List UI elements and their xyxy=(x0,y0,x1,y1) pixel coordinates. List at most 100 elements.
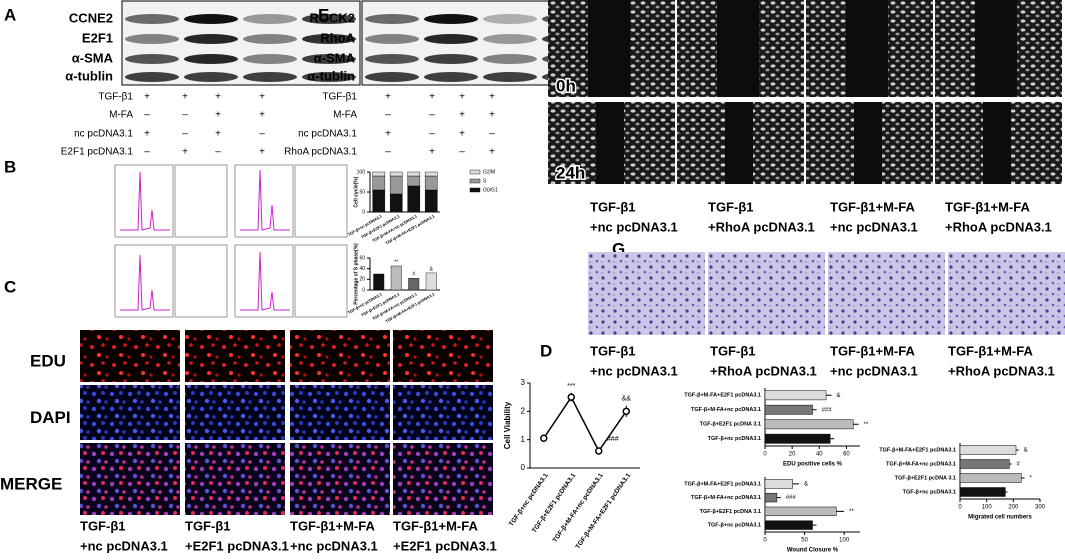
y-tick-label: 40 xyxy=(359,266,365,272)
bar-segment xyxy=(372,189,386,213)
micrograph xyxy=(185,443,285,515)
micrograph xyxy=(393,330,493,382)
blot-band xyxy=(483,54,537,64)
y-tick-label: 1 xyxy=(521,435,526,444)
condition-mark: – xyxy=(489,129,495,140)
significance-label: # xyxy=(412,272,415,278)
protein-label: E2F1 xyxy=(82,30,113,45)
protein-label: α-SMA xyxy=(72,50,114,65)
bar-segment xyxy=(389,193,403,213)
bar xyxy=(408,278,420,291)
blot-band xyxy=(184,72,238,82)
condition-mark: + xyxy=(459,129,465,140)
condition-mark: – xyxy=(144,147,150,158)
micrograph xyxy=(80,385,180,440)
significance-label: ** xyxy=(849,509,854,515)
condition-mark: – xyxy=(144,110,150,121)
blot-band xyxy=(125,54,179,64)
stats-box xyxy=(174,244,228,318)
condition-mark: + xyxy=(489,92,495,103)
group-label: TGF-β1+M-FA xyxy=(393,518,478,533)
legend-label: G2/M xyxy=(483,169,495,175)
bar xyxy=(425,272,437,291)
condition-mark: – xyxy=(459,147,465,158)
group-label: TGF-β1 xyxy=(710,343,756,358)
x-tick-label: 40 xyxy=(816,452,823,458)
stain-label: EDU xyxy=(30,351,66,370)
blot-band xyxy=(483,34,537,44)
significance-label: ### xyxy=(822,407,833,413)
significance-label: ### xyxy=(786,495,797,501)
point xyxy=(622,407,630,416)
wound-gap xyxy=(983,102,1011,184)
blot-band xyxy=(424,54,478,64)
panel-letter: C xyxy=(4,277,16,296)
condition-mark: + xyxy=(259,92,265,103)
group-label: +RhoA pcDNA3.1 xyxy=(945,219,1052,234)
condition-label: TGF-β1 xyxy=(98,92,133,103)
micrograph xyxy=(80,443,180,515)
wound-gap xyxy=(846,0,888,97)
time-label: 0h xyxy=(556,76,576,95)
protein-label: RhoA xyxy=(320,30,355,45)
condition-mark: + xyxy=(259,110,265,121)
bar xyxy=(764,390,827,401)
micrograph xyxy=(185,385,285,440)
micrograph xyxy=(80,330,180,382)
significance-label: ** xyxy=(864,422,869,428)
blot-band xyxy=(243,34,297,44)
condition-mark: + xyxy=(489,147,495,158)
blot-band xyxy=(483,72,537,82)
x-axis-label: EDU positive cells % xyxy=(783,462,843,468)
bar-segment xyxy=(407,175,421,187)
bar xyxy=(764,479,793,489)
bar xyxy=(764,506,837,517)
condition-label: RhoA pcDNA3.1 xyxy=(284,147,357,158)
bar-segment xyxy=(389,171,403,177)
bar xyxy=(764,404,813,415)
micrograph xyxy=(290,330,390,382)
significance-label: * xyxy=(1030,476,1033,482)
condition-mark: + xyxy=(215,129,221,140)
micrograph xyxy=(393,443,493,515)
group-label: TGF-β1 xyxy=(708,199,754,214)
group-label: +nc pcDNA3.1 xyxy=(830,219,918,234)
condition-mark: – xyxy=(385,147,391,158)
blot-band xyxy=(365,72,419,82)
histogram xyxy=(240,169,290,231)
condition-mark: + xyxy=(215,92,221,103)
wound-gap xyxy=(588,0,630,97)
blot-band xyxy=(365,14,419,24)
x-tick-label: 60 xyxy=(843,452,850,458)
condition-mark: + xyxy=(429,147,435,158)
blot-band xyxy=(302,72,356,82)
condition-mark: – xyxy=(182,110,188,121)
wound-gap xyxy=(717,0,759,97)
x-tick-label: 200 xyxy=(1008,505,1019,511)
condition-mark: + xyxy=(182,92,188,103)
protein-label: ROCK2 xyxy=(309,10,355,25)
condition-mark: – xyxy=(215,147,221,158)
y-tick-label: TGF-β+nc pcDNA3.1 xyxy=(708,436,761,442)
group-label: +E2F1 pcDNA3.1 xyxy=(185,538,289,553)
x-tick-label: TGF-β+M-FA+E2F1 pcDNA3.1 xyxy=(575,472,633,551)
blot-band xyxy=(125,14,179,24)
x-tick-label: 0 xyxy=(763,452,767,458)
condition-label: nc pcDNA3.1 xyxy=(74,129,133,140)
histogram xyxy=(120,171,170,231)
group-label: +nc pcDNA3.1 xyxy=(80,538,168,553)
significance-label: ### xyxy=(607,436,619,443)
micrograph xyxy=(290,385,390,440)
point xyxy=(595,447,603,455)
stats-box xyxy=(294,164,348,238)
condition-mark: – xyxy=(385,110,391,121)
micrograph xyxy=(393,385,493,440)
bar-segment xyxy=(424,175,438,191)
bar-segment xyxy=(407,185,421,213)
blot-band xyxy=(424,34,478,44)
bar xyxy=(764,419,854,430)
panel-letter: D xyxy=(540,341,552,360)
bar xyxy=(764,492,778,503)
blot-band xyxy=(125,72,179,82)
condition-mark: + xyxy=(489,110,495,121)
